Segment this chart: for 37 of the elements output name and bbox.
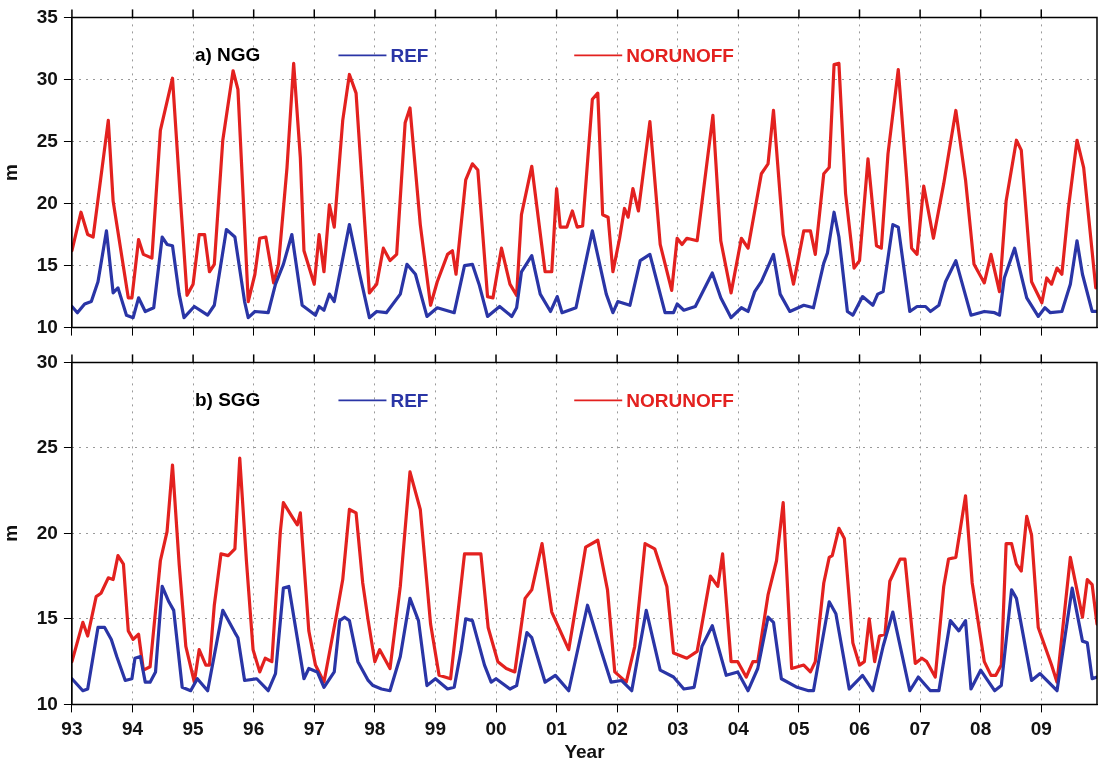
x-tick-label: 04 [727, 718, 750, 740]
y-axis-title: m [0, 524, 21, 542]
text: b) SGG [194, 388, 261, 410]
x-tick-label: 97 [303, 718, 325, 740]
y-tick-label: 25 [36, 129, 59, 151]
x-tick-label: 94 [121, 718, 144, 740]
x-tick-label: 95 [182, 718, 205, 740]
x-tick-label: 98 [364, 718, 386, 740]
legend-label: NORUNOFF [626, 389, 734, 411]
x-tick-label: 01 [546, 718, 568, 740]
x-tick-label: 99 [424, 718, 446, 740]
x-tick-label: 05 [788, 718, 810, 740]
y-axis-title: m [0, 164, 21, 181]
y-tick-label: 20 [36, 191, 58, 213]
x-tick-label: 08 [970, 718, 992, 740]
y-tick-label: 15 [36, 607, 59, 629]
x-tick-label: 96 [243, 718, 265, 740]
x-tick-label: 03 [667, 718, 689, 740]
x-tick-label: 07 [909, 718, 931, 740]
y-tick-label: 15 [36, 253, 59, 275]
x-tick-label: 06 [848, 718, 871, 740]
y-tick-label: 30 [36, 350, 58, 372]
x-tick-label: 93 [61, 718, 83, 740]
y-tick-label: 25 [36, 436, 59, 458]
x-tick-label: 09 [1030, 718, 1052, 740]
y-tick-label: 20 [36, 521, 58, 543]
y-tick-label: 10 [36, 315, 58, 337]
x-axis-title: Year [564, 740, 606, 762]
text: a) NGG [194, 43, 261, 65]
x-tick-label: 02 [606, 718, 628, 740]
x-tick-label: 00 [485, 718, 507, 740]
y-tick-label: 35 [36, 5, 59, 27]
legend-label: REF [390, 389, 429, 411]
legend-label: NORUNOFF [626, 44, 734, 66]
legend-label: REF [390, 44, 429, 66]
y-tick-label: 10 [36, 692, 58, 714]
y-tick-label: 30 [36, 67, 58, 89]
